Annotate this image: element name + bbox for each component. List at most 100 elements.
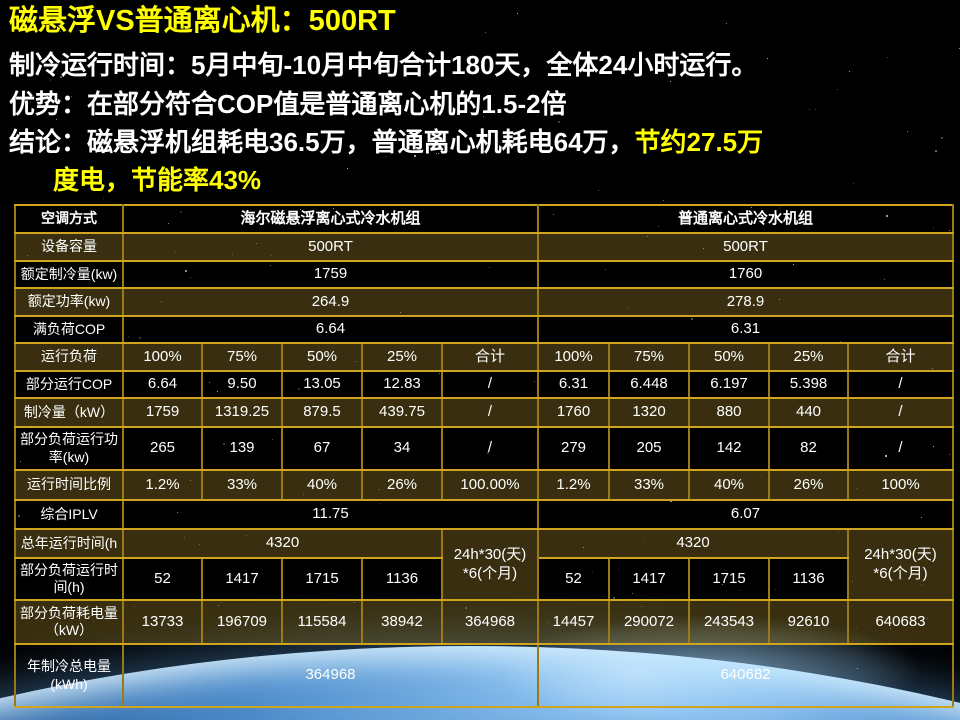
table-cell: 1319.25 [201, 397, 283, 428]
table-cell: 1136 [361, 557, 443, 601]
star-dot [56, 119, 57, 120]
star-dot [483, 116, 484, 117]
table-cell: 500RT [122, 232, 539, 262]
table-cell: 100% [122, 342, 203, 372]
table-cell: 500RT [537, 232, 954, 262]
runtime-line: 制冷运行时间：5月中旬-10月中旬合计180天，全体24小时运行。 [9, 50, 758, 81]
table-cell: 640682 [537, 643, 954, 708]
table-cell: 67 [281, 426, 363, 471]
table-cell: 439.75 [361, 397, 443, 428]
star-dot [935, 150, 937, 152]
table-cell: 290072 [608, 599, 690, 645]
table-cell: 1715 [688, 557, 770, 601]
slide-title: 磁悬浮VS普通离心机：500RT [9, 5, 396, 37]
table-cell: 40% [281, 469, 363, 501]
row-label: 部分负荷耗电量 （kW） [14, 599, 124, 645]
star-dot [941, 137, 943, 139]
table-cell: 879.5 [281, 397, 363, 428]
table-cell: 52 [122, 557, 203, 601]
row-label: 额定功率(kw) [14, 287, 124, 317]
table-cell: 50% [281, 342, 363, 372]
table-cell: 440 [768, 397, 849, 428]
table-cell: 50% [688, 342, 770, 372]
star-dot [907, 131, 908, 132]
star-dot [726, 23, 727, 24]
table-cell: 24h*30(天) *6(个月) [847, 528, 954, 601]
table-row: 运行时间比例 1.2% 33% 40% 26% 100.00% 1.2% 33% 40% 26% 1… [14, 469, 954, 501]
row-label: 综合IPLV [14, 499, 124, 530]
table-cell: 52 [537, 557, 610, 601]
star-dot [230, 189, 231, 190]
table-row: 部分负荷运行功 率(kw) 265 139 67 34/279 205 142 82/ [14, 426, 954, 471]
table-cell: 25% [361, 342, 443, 372]
table-cell: / [847, 426, 954, 471]
table-row: 部分负荷运行时 间(h) 52 1417 1715 1136 52 1417 1715 1136 [14, 557, 953, 601]
row-label: 年制冷总电量 (kWh) [14, 643, 124, 708]
table-cell: 1.2% [537, 469, 610, 501]
table-cell: 5.398 [768, 370, 849, 399]
table-row: 制冷量（kW） 1759 1319.25 879.5 439.75/1760 1320 88… [14, 397, 954, 428]
table-cell: 6.07 [537, 499, 954, 530]
table-cell: 1715 [281, 557, 363, 601]
table-row: 部分负荷耗电量 （kW） 13733 196709 115584 38942 364968… [14, 599, 954, 645]
star-dot [436, 153, 437, 154]
table-cell: 26% [361, 469, 443, 501]
table-cell: 12.83 [361, 370, 443, 399]
table-cell: 278.9 [537, 287, 954, 317]
table-cell: 196709 [201, 599, 283, 645]
table-cell: 1136 [768, 557, 849, 601]
table-cell: 普通离心式冷水机组 [537, 204, 954, 234]
table-cell: 75% [608, 342, 690, 372]
star-dot [347, 168, 348, 169]
table-cell: 26% [768, 469, 849, 501]
table-cell: 6.64 [122, 315, 539, 344]
table-cell: 880 [688, 397, 770, 428]
table-cell: 1417 [608, 557, 690, 601]
row-label: 部分负荷运行功 率(kw) [14, 426, 124, 471]
table-cell: 1320 [608, 397, 690, 428]
star-dot [273, 99, 274, 100]
star-dot [336, 140, 337, 141]
row-label: 设备容量 [14, 232, 124, 262]
star-dot [517, 13, 518, 14]
table-cell: 40% [688, 469, 770, 501]
table-cell: 100.00% [441, 469, 539, 501]
star-dot [887, 57, 888, 58]
table-cell: 243543 [688, 599, 770, 645]
comparison-table-wrap: 空调方式 海尔磁悬浮离心式冷水机组 普通离心式冷水机组 设备容量 500RT 500RT 额… [14, 204, 954, 708]
conclusion-line: 结论：磁悬浮机组耗电36.5万，普通离心机耗电64万，节约27.5万 [9, 127, 956, 157]
star-dot [30, 102, 31, 103]
comparison-table: 空调方式 海尔磁悬浮离心式冷水机组 普通离心式冷水机组 设备容量 500RT 500RT 额… [14, 204, 954, 708]
table-cell: 1760 [537, 260, 954, 289]
star-dot [60, 31, 61, 32]
star-dot [849, 71, 850, 72]
table-cell: 13.05 [281, 370, 363, 399]
star-dot [837, 89, 838, 90]
headings: 磁悬浮VS普通离心机：500RT 制冷运行时间：5月中旬-10月中旬合计180天… [9, 5, 956, 203]
table-row: 运行负荷 100% 75% 50% 25% 合计 100% 75% 50% 25% 合计 [14, 342, 954, 372]
star-dot [438, 153, 439, 154]
star-dot [385, 156, 386, 157]
star-dot [441, 130, 442, 131]
row-label: 空调方式 [14, 204, 124, 234]
star-dot [815, 109, 816, 110]
table-cell: 14457 [537, 599, 610, 645]
table-cell: 115584 [281, 599, 363, 645]
star-dot [598, 190, 599, 191]
table-cell: 279 [537, 426, 610, 471]
conclusion-highlight-text: 节约27.5万 [634, 126, 764, 157]
star-dot [353, 112, 354, 113]
table-row: 额定制冷量(kw) 1759 1760 [14, 260, 954, 289]
table-cell: 海尔磁悬浮离心式冷水机组 [122, 204, 539, 234]
row-label: 总年运行时间(h [14, 528, 124, 559]
table-cell: 6.31 [537, 370, 610, 399]
table-cell: / [441, 397, 539, 428]
table-cell: 6.31 [537, 315, 954, 344]
star-dot [670, 81, 671, 82]
table-cell: 100% [847, 469, 954, 501]
table-cell: 364968 [441, 599, 539, 645]
table-cell: 9.50 [201, 370, 283, 399]
table-row: 部分运行COP 6.64 9.50 13.05 12.83/6.31 6.448 6.197… [14, 370, 954, 399]
table-cell: 1759 [122, 397, 203, 428]
row-label: 部分运行COP [14, 370, 124, 399]
